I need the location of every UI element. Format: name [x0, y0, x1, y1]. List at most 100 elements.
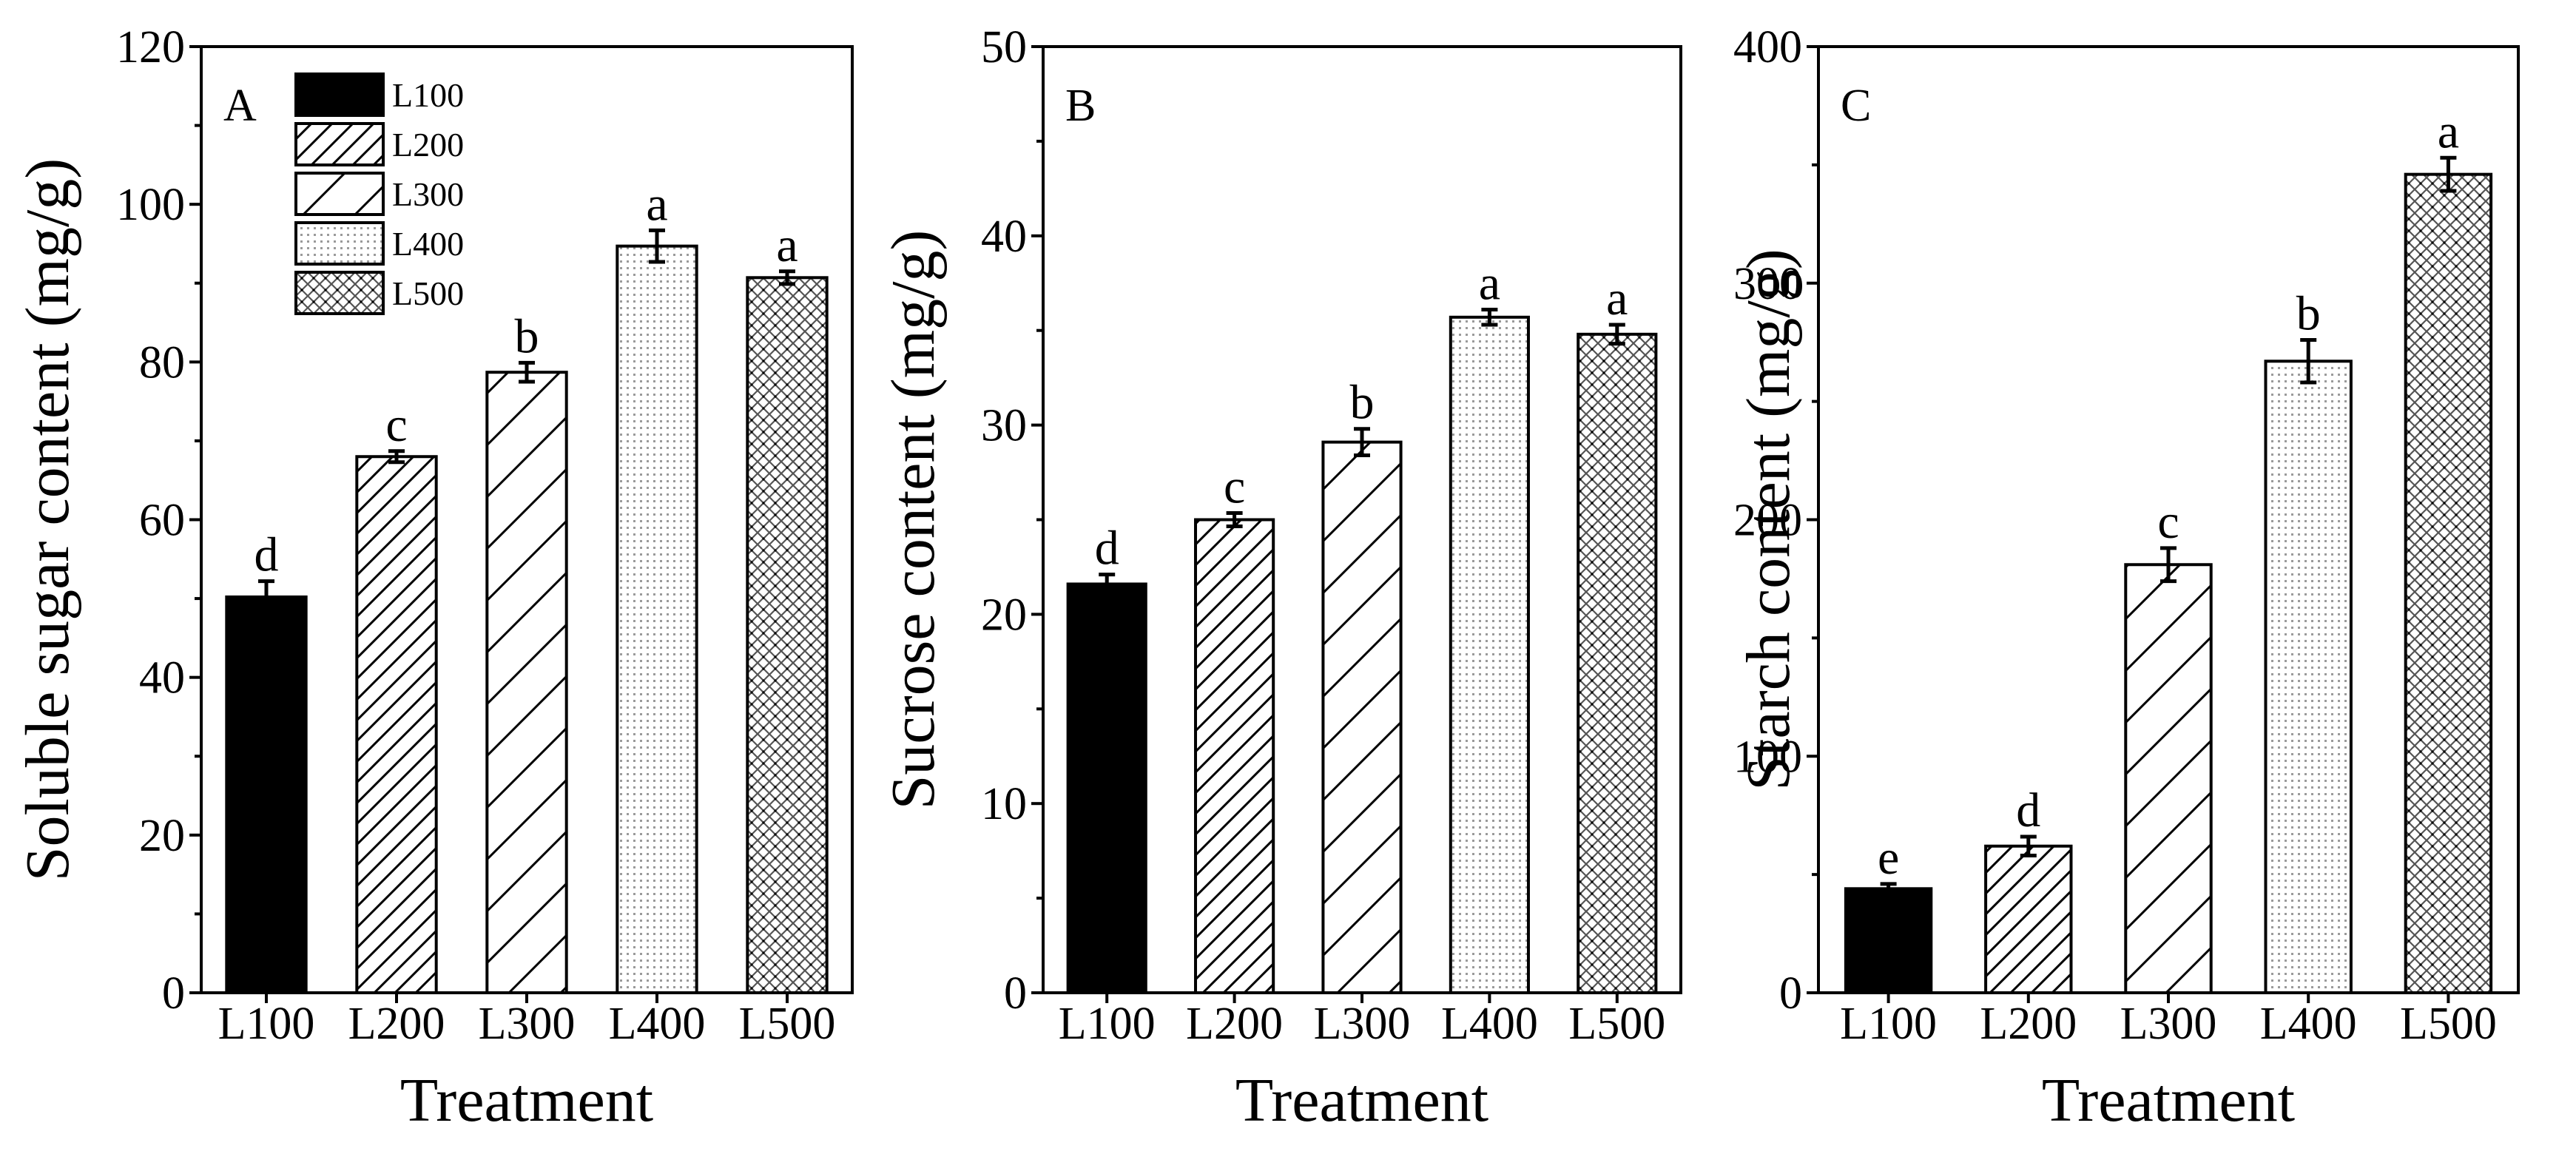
significance-letter: c	[1224, 460, 1245, 514]
y-tick-label: 80	[139, 337, 185, 388]
bar-l300	[1321, 440, 1403, 994]
bar-l500	[1577, 332, 1658, 995]
plot-frame	[1817, 45, 2520, 994]
legend-label: L400	[392, 225, 464, 263]
significance-letter: a	[776, 218, 798, 272]
error-bar-l200	[1226, 511, 1243, 528]
y-tick-label: 0	[1779, 968, 1802, 1019]
significance-letter: b	[515, 309, 539, 363]
y-axis-title: Soluble sugar content (mg/g)	[13, 158, 82, 881]
significance-letter: c	[2157, 495, 2179, 549]
panel-b: d L100 c L200 b L300 a L400 a L500 0 10 20 30 40 50 B Tre…	[879, 22, 1682, 1135]
error-bar-l500	[2440, 155, 2457, 193]
significance-letter: b	[2296, 286, 2321, 340]
x-tick-label: L300	[479, 999, 576, 1049]
error-bar-l300	[1354, 427, 1370, 458]
error-bar-l200	[388, 449, 405, 465]
x-axis-title: Treatment	[400, 1066, 653, 1135]
bar-l400	[1449, 315, 1530, 994]
bar-l100	[1844, 887, 1933, 995]
panel-c: e L100 d L200 c L300 b L400 a L500 0 100 200 300 400 C T…	[1733, 22, 2520, 1135]
significance-letter: a	[2438, 104, 2459, 158]
significance-letter: b	[1350, 376, 1375, 430]
y-axis-title: Starch content (mg/g)	[1734, 249, 1803, 790]
bar-l500	[2404, 172, 2493, 994]
x-tick-label: L500	[739, 999, 836, 1049]
x-tick-label: L500	[1568, 999, 1665, 1049]
x-tick-label: L200	[1980, 999, 2077, 1049]
legend-swatch-l500	[294, 271, 385, 315]
legend-swatch-l100	[294, 72, 385, 117]
y-tick-label: 0	[162, 968, 185, 1019]
x-axis-title: Treatment	[2042, 1066, 2295, 1135]
y-tick-label: 10	[981, 779, 1027, 829]
legend-label: L300	[392, 175, 464, 213]
error-bar-l200	[2020, 834, 2037, 858]
bar-l300	[2124, 563, 2213, 994]
significance-letter: e	[1878, 831, 1899, 885]
bar-l400	[2264, 360, 2353, 994]
y-tick-label: 400	[1733, 22, 1802, 72]
significance-letter: d	[1095, 522, 1119, 576]
x-axis-title: Treatment	[1235, 1066, 1488, 1135]
x-tick-label: L400	[2260, 999, 2357, 1049]
plot-frame	[200, 45, 854, 994]
y-tick-label: 40	[981, 212, 1027, 262]
bar-l200	[355, 455, 438, 994]
x-tick-label: L200	[348, 999, 445, 1049]
x-tick-label: L400	[1441, 999, 1538, 1049]
error-bar-l500	[779, 269, 795, 286]
y-tick-label: 100	[1733, 732, 1802, 782]
y-tick-label: 30	[981, 401, 1027, 451]
y-tick-label: 120	[116, 22, 185, 72]
legend: L100 L200 L300 L400 L500	[294, 72, 464, 315]
bar-l500	[746, 276, 829, 994]
y-tick-label: 100	[116, 180, 185, 230]
bar-l200	[1194, 518, 1275, 994]
error-bar-l300	[2160, 546, 2177, 584]
panel-label: B	[1065, 81, 1096, 131]
legend-swatch-l200	[294, 122, 385, 166]
error-bar-l100	[1099, 573, 1116, 596]
panel-label: C	[1841, 81, 1871, 131]
error-bar-l100	[258, 579, 274, 615]
plot-frame	[1042, 45, 1682, 994]
x-tick-label: L300	[1314, 999, 1411, 1049]
significance-letter: a	[1606, 271, 1628, 325]
legend-label: L500	[392, 274, 464, 312]
y-tick-label: 20	[139, 811, 185, 861]
bar-l200	[1984, 844, 2073, 994]
error-bar-l100	[1880, 882, 1897, 896]
error-bar-l300	[519, 360, 535, 384]
significance-letter: c	[385, 398, 407, 452]
x-tick-label: L100	[1059, 999, 1156, 1049]
significance-letter: a	[1479, 257, 1500, 311]
bar-l100	[225, 595, 308, 994]
y-tick-label: 20	[981, 590, 1027, 640]
error-bar-l500	[1608, 323, 1625, 346]
legend-label: L100	[392, 76, 464, 114]
y-tick-label: 40	[139, 653, 185, 704]
bar-l100	[1066, 582, 1147, 994]
bar-l400	[616, 244, 698, 994]
x-tick-label: L400	[609, 999, 706, 1049]
error-bar-l400	[1481, 308, 1498, 327]
legend-swatch-l300	[294, 172, 385, 216]
bar-l300	[485, 371, 568, 995]
error-bar-l400	[649, 228, 665, 264]
y-tick-label: 0	[1004, 968, 1027, 1019]
x-tick-label: L200	[1186, 999, 1283, 1049]
y-tick-label: 50	[981, 22, 1027, 72]
y-tick-label: 300	[1733, 259, 1802, 309]
significance-letter: a	[646, 177, 667, 231]
y-axis-title: Sucrose content (mg/g)	[879, 230, 948, 810]
y-tick-label: 200	[1733, 496, 1802, 546]
x-tick-label: L100	[218, 999, 315, 1049]
error-bar-l400	[2300, 337, 2317, 385]
significance-letter: d	[254, 528, 279, 582]
legend-label: L200	[392, 126, 464, 163]
significance-letter: d	[2016, 783, 2040, 837]
legend-swatch-l400	[294, 221, 385, 266]
panel-label: A	[223, 81, 257, 131]
